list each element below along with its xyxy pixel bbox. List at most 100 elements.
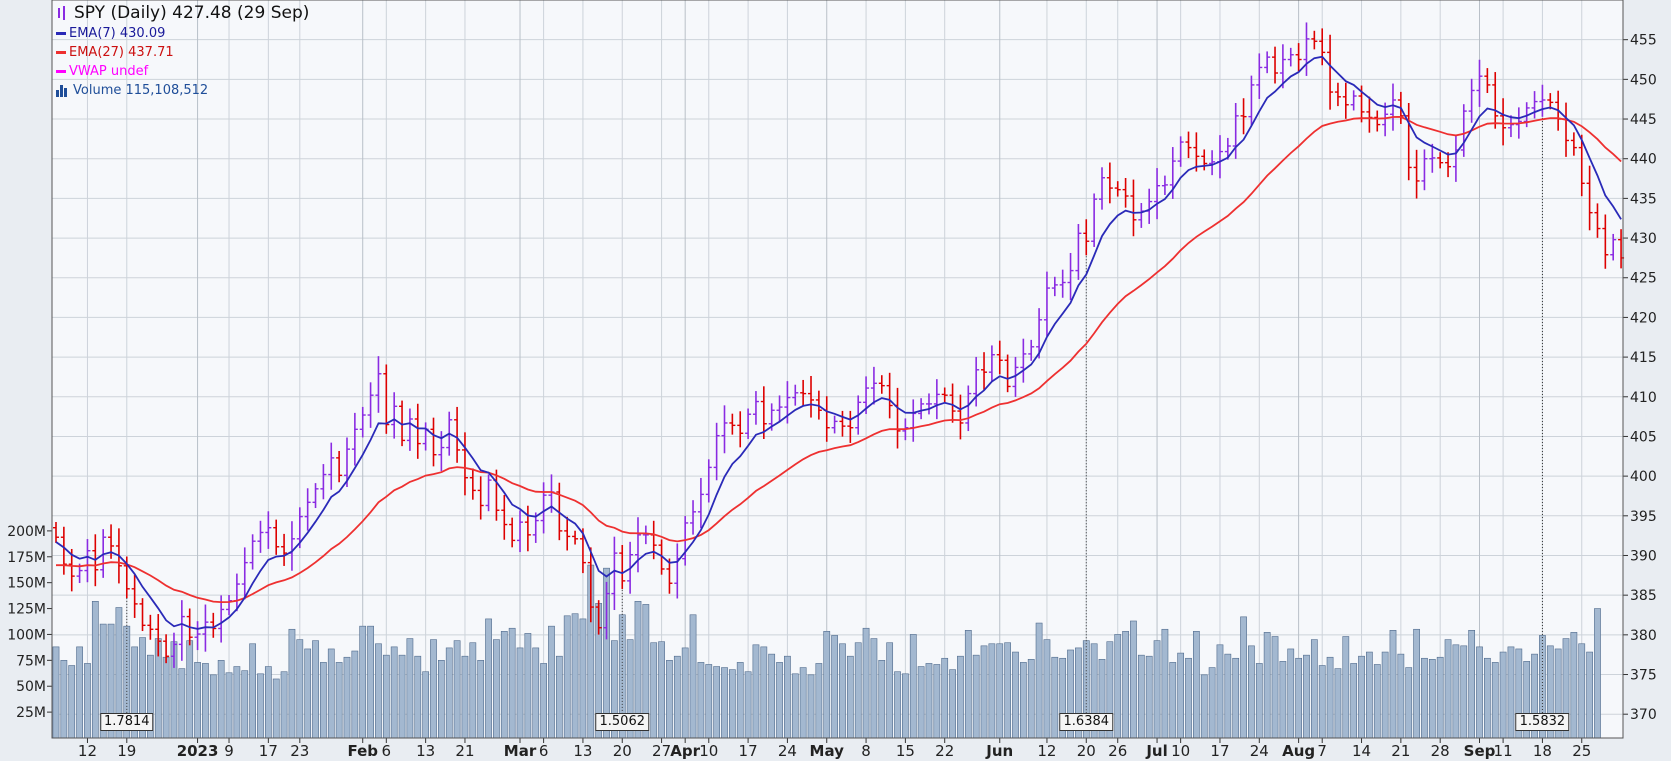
plot-background bbox=[51, 0, 1624, 739]
ohlc-bar bbox=[1405, 103, 1412, 181]
volume-bar bbox=[272, 678, 280, 739]
time-tick-label: Aug bbox=[1282, 742, 1315, 760]
volume-ratio-tag: 1.7814 bbox=[100, 713, 154, 731]
volume-bar bbox=[555, 655, 563, 739]
volume-bar bbox=[508, 627, 516, 739]
ohlc-bar bbox=[579, 528, 586, 574]
volume-bar bbox=[162, 656, 170, 739]
volume-bar bbox=[217, 660, 225, 739]
volume-bar bbox=[1035, 622, 1043, 739]
ohlc-bar bbox=[265, 511, 272, 549]
ohlc-bar bbox=[1295, 43, 1302, 72]
ohlc-bar bbox=[509, 517, 516, 548]
ohlc-bar bbox=[249, 534, 256, 570]
time-tick-label: 6 bbox=[539, 742, 549, 760]
volume-bar bbox=[241, 670, 249, 739]
time-tick-label: 2023 bbox=[177, 742, 219, 760]
volume-bar bbox=[68, 665, 76, 739]
ohlc-bar bbox=[564, 516, 571, 551]
volume-bar bbox=[453, 640, 461, 739]
ohlc-bar bbox=[1256, 53, 1263, 99]
ohlc-bar bbox=[1043, 271, 1050, 337]
ohlc-bar bbox=[1350, 90, 1357, 111]
volume-bar bbox=[1405, 667, 1413, 739]
time-tick-label: 18 bbox=[1533, 742, 1552, 760]
time-tick-label: 20 bbox=[613, 742, 632, 760]
volume-bar bbox=[178, 668, 186, 739]
legend-volume: Volume 115,108,512 bbox=[73, 83, 209, 98]
volume-bar bbox=[382, 654, 390, 739]
volume-bar bbox=[202, 663, 209, 739]
ohlc-bar bbox=[1224, 137, 1231, 160]
volume-bar bbox=[1271, 636, 1279, 739]
volume-bar bbox=[414, 655, 422, 739]
time-tick-label: 17 bbox=[1210, 742, 1229, 760]
ohlc-bar bbox=[1099, 167, 1105, 210]
time-tick-label: 12 bbox=[78, 742, 97, 760]
time-tick-label: 28 bbox=[1431, 742, 1450, 760]
ohlc-bar bbox=[328, 442, 335, 490]
ohlc-bar bbox=[1287, 47, 1294, 67]
volume-bar bbox=[878, 660, 886, 739]
volume-bar bbox=[571, 613, 579, 739]
time-tick-label: 10 bbox=[1171, 742, 1190, 760]
time-tick-label: 10 bbox=[699, 742, 718, 760]
legend-ema27: EMA(27) 437.71 bbox=[69, 45, 174, 60]
legend-volume-row: Volume 115,108,512 bbox=[56, 81, 309, 100]
volume-bar bbox=[1484, 657, 1491, 739]
ohlc-bar bbox=[1051, 276, 1058, 297]
ohlc-bar bbox=[1445, 152, 1452, 178]
volume-bar bbox=[666, 660, 673, 739]
price-tick-label: 435 bbox=[1630, 191, 1657, 207]
volume-bar bbox=[406, 638, 414, 739]
ohlc-bar bbox=[351, 412, 358, 466]
ohlc-bar bbox=[1382, 102, 1389, 137]
time-tick-label: 12 bbox=[1037, 742, 1056, 760]
volume-bar bbox=[902, 673, 909, 739]
ohlc-bar bbox=[886, 372, 893, 419]
ohlc-bar bbox=[1602, 214, 1609, 269]
volume-bar bbox=[728, 669, 736, 739]
ohlc-bar bbox=[1374, 110, 1381, 132]
volume-bar bbox=[1578, 643, 1586, 739]
ohlc-bar bbox=[988, 345, 995, 382]
ohlc-bar bbox=[925, 393, 932, 415]
ohlc-bar bbox=[808, 375, 815, 418]
time-tick-label: 13 bbox=[573, 742, 592, 760]
volume-bar bbox=[1161, 628, 1169, 739]
volume-bar bbox=[1263, 632, 1271, 739]
ohlc-bar bbox=[178, 600, 185, 661]
volume-bar bbox=[846, 655, 854, 739]
ohlc-bar bbox=[697, 477, 704, 529]
ohlc-bar bbox=[163, 634, 170, 664]
ohlc-bar bbox=[414, 403, 421, 459]
volume-bar bbox=[894, 671, 901, 739]
volume-bar bbox=[469, 642, 477, 739]
ohlc-bar bbox=[642, 525, 649, 545]
price-tick-label: 455 bbox=[1630, 33, 1657, 49]
ohlc-bar bbox=[973, 356, 980, 407]
ohlc-bar bbox=[1028, 339, 1035, 361]
volume-bar bbox=[1153, 640, 1161, 739]
ohlc-bar bbox=[1091, 193, 1098, 247]
ohlc-bar bbox=[1248, 75, 1255, 126]
price-tick-label: 390 bbox=[1630, 548, 1657, 564]
ohlc-bar bbox=[1421, 149, 1428, 191]
volume-bar bbox=[398, 654, 406, 739]
volume-bar bbox=[1594, 608, 1601, 739]
ohlc-bar bbox=[1539, 84, 1546, 117]
ohlc-bar bbox=[343, 437, 350, 488]
volume-bar bbox=[1200, 674, 1208, 739]
ohlc-bar bbox=[1610, 233, 1617, 261]
time-tick-label: 7 bbox=[1317, 742, 1327, 760]
volume-bar bbox=[941, 657, 949, 739]
price-tick-label: 375 bbox=[1630, 668, 1657, 684]
volume-bar bbox=[972, 654, 980, 739]
price-tick-label: 415 bbox=[1630, 350, 1657, 366]
volume-bar bbox=[1012, 651, 1019, 739]
ohlc-bar bbox=[312, 483, 319, 509]
ohlc-bar bbox=[713, 422, 720, 481]
time-tick-label: 14 bbox=[1352, 742, 1371, 760]
time-tick-label: 22 bbox=[935, 742, 954, 760]
price-tick-label: 410 bbox=[1630, 390, 1657, 406]
